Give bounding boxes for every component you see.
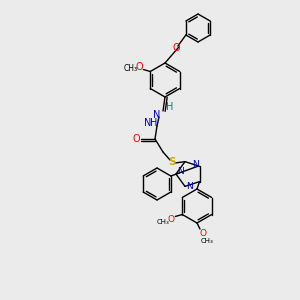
- Text: CH₃: CH₃: [157, 220, 170, 226]
- Text: N: N: [144, 118, 152, 128]
- Text: O: O: [132, 134, 140, 144]
- Text: O: O: [172, 43, 180, 53]
- Text: CH₃: CH₃: [123, 64, 137, 73]
- Text: O: O: [136, 62, 143, 73]
- Text: N: N: [187, 182, 194, 191]
- Text: N: N: [153, 110, 161, 120]
- Text: S: S: [168, 157, 176, 167]
- Text: N: N: [177, 167, 183, 176]
- Text: CH₃: CH₃: [201, 238, 213, 244]
- Text: O: O: [200, 230, 206, 238]
- Text: O: O: [168, 215, 175, 224]
- Text: H: H: [150, 118, 158, 128]
- Text: H: H: [166, 102, 174, 112]
- Text: N: N: [192, 160, 199, 169]
